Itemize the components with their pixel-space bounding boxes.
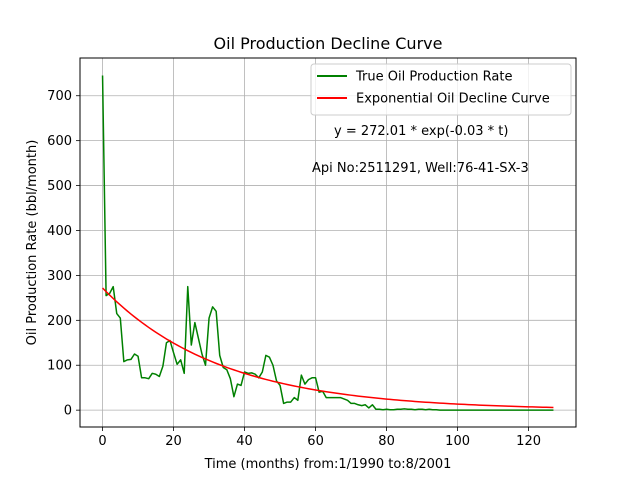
y-axis-label: Oil Production Rate (bbl/month)	[25, 140, 40, 346]
chart-title: Oil Production Decline Curve	[214, 34, 443, 53]
legend-label-true-rate: True Oil Production Rate	[355, 70, 512, 85]
series-layer	[101, 75, 554, 411]
x-tick-label: 120	[516, 434, 541, 449]
x-tick-label: 0	[98, 434, 106, 449]
x-tick-label: 40	[236, 434, 253, 449]
x-tick-label: 60	[307, 434, 324, 449]
y-tick-label: 200	[47, 314, 72, 329]
series-exponential-decline-line	[102, 287, 554, 409]
x-tick-label: 80	[378, 434, 395, 449]
y-tick-label: 700	[47, 89, 72, 104]
legend-box	[310, 63, 572, 116]
axis-ticks: 0 20 40 60 80 100 120 0 100 200 300 400 500 600 700	[47, 89, 541, 449]
legend: True Oil Production Rate Exponential Oil…	[310, 63, 572, 116]
y-tick-label: 400	[47, 224, 72, 239]
y-tick-label: 100	[47, 359, 72, 374]
legend-label-exponential: Exponential Oil Decline Curve	[356, 92, 550, 107]
equation-annotation: y = 272.01 * exp(-0.03 * t)	[334, 124, 508, 139]
y-tick-label: 500	[47, 179, 72, 194]
y-tick-label: 0	[64, 404, 72, 419]
y-tick-label: 300	[47, 269, 72, 284]
x-tick-label: 100	[445, 434, 470, 449]
y-tick-label: 600	[47, 134, 72, 149]
series-true-oil-rate-line	[101, 75, 554, 411]
x-axis-label: Time (months) from:1/1990 to:8/2001	[204, 457, 452, 472]
x-tick-label: 20	[165, 434, 182, 449]
plot-frame	[79, 57, 577, 428]
well-annotation: Api No:2511291, Well:76-41-SX-3	[312, 161, 529, 176]
